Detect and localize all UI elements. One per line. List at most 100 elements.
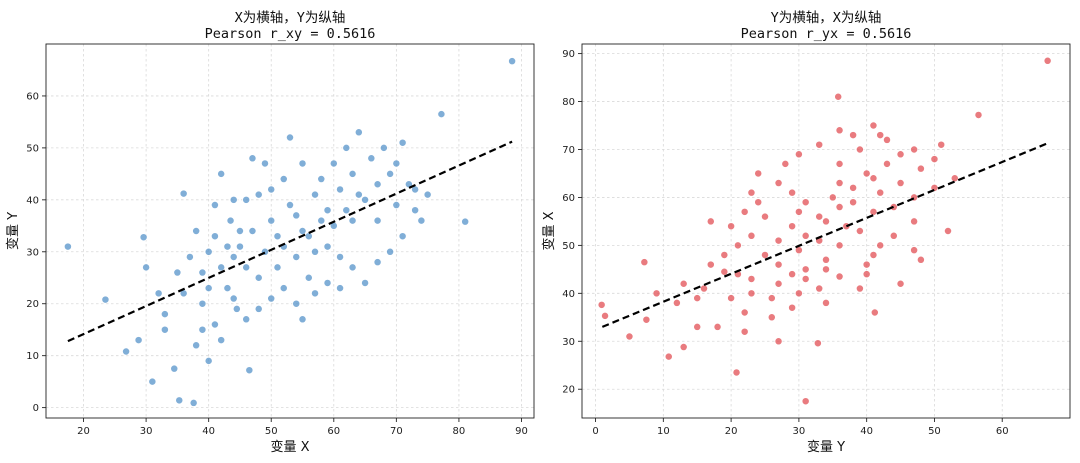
left-scatter-point — [323, 206, 332, 215]
left-x-tick-label: 90 — [515, 426, 528, 437]
right-scatter-point — [794, 150, 803, 159]
left-scatter-point — [229, 195, 238, 204]
left-scatter-point — [373, 180, 382, 189]
left-scatter-point — [229, 294, 238, 303]
right-fit — [601, 142, 1049, 328]
left-scatter-point — [185, 253, 194, 261]
right-scatter-point — [761, 212, 769, 221]
left-scatter-point — [367, 154, 376, 163]
left-scatter-point — [242, 195, 251, 204]
right-scatter-point — [937, 140, 946, 149]
right-scatter-point — [781, 159, 790, 168]
right-scatter-point — [664, 352, 673, 361]
left-scatter-point — [245, 366, 254, 375]
right-scatter-point — [713, 322, 722, 331]
left-scatter-point — [254, 273, 263, 282]
left-scatter-point — [508, 57, 517, 66]
left-scatter-point — [63, 242, 72, 251]
right-scatter-point — [672, 298, 681, 307]
left-scatter-point — [286, 133, 294, 142]
left-scatter-point — [279, 284, 288, 293]
left-scatter-point — [379, 143, 388, 152]
left-scatter-point — [254, 304, 263, 313]
left-x-axis-label: 变量 X — [270, 439, 309, 455]
right-scatter-point — [761, 251, 769, 259]
right-scatter-point — [876, 188, 885, 197]
right-scatter-point — [822, 265, 830, 274]
right-x-tick-label: 30 — [793, 426, 806, 437]
right-grid — [582, 44, 1070, 418]
left-scatter-point — [267, 294, 276, 303]
right-scatter-point — [774, 337, 783, 346]
right-scatter-point — [794, 289, 803, 298]
left-scatter-point — [311, 190, 319, 199]
left-scatter-point — [273, 263, 282, 272]
right-scatter-point — [870, 308, 879, 317]
left-scatter-point — [392, 159, 401, 168]
left-scatter-point — [292, 253, 301, 261]
right-scatter-point — [732, 368, 741, 377]
right-scatter-point — [794, 207, 803, 216]
right-scatter-point — [700, 284, 708, 293]
right-scatter-point — [835, 241, 844, 250]
right-scatter-point — [740, 327, 749, 336]
right-scatter-point — [944, 227, 952, 235]
right-scatter-point — [815, 140, 824, 149]
left-scatter-point — [254, 190, 263, 199]
right-scatter-point — [788, 270, 797, 279]
left-scatter-point — [317, 216, 326, 225]
left-scatter-point — [170, 364, 179, 373]
left-scatter-point — [323, 242, 332, 251]
left-scatter-point — [336, 185, 345, 194]
right-scatter-point — [740, 207, 749, 216]
left-chart-title: X为横轴，Y为纵轴 — [235, 10, 346, 26]
left-scatter-point — [279, 175, 288, 184]
left-scatter-point — [232, 304, 241, 313]
right-scatter-point — [896, 279, 905, 288]
right-scatter-point — [916, 255, 925, 264]
left-scatter-point — [101, 295, 110, 304]
right-scatter-point — [706, 217, 715, 226]
left-scatter-point — [204, 247, 213, 256]
left-scatter-point — [235, 242, 244, 251]
left-scatter-point — [373, 258, 382, 267]
right-scatter-point — [950, 174, 959, 183]
right-scatter-point — [883, 159, 891, 168]
left-scatter-point — [304, 273, 313, 282]
left-scatter-point — [292, 211, 301, 220]
right-scatter-point — [706, 260, 715, 269]
left-scatter-point — [210, 320, 219, 329]
left-scatter-point — [361, 278, 370, 287]
right-scatter-point — [693, 322, 702, 331]
left-x-tick-label: 70 — [390, 426, 403, 437]
right-x-tick-label: 50 — [928, 426, 941, 437]
right-x-tick-label: 20 — [725, 426, 738, 437]
left-scatter-point — [267, 216, 276, 225]
left-scatter-point — [292, 299, 301, 308]
left-scatter-point — [226, 216, 235, 225]
left-scatter-point — [204, 284, 213, 293]
left-ticks: 20 30 40 50 60 70 80 90 0 10 20 30 40 50 60 — [26, 91, 528, 437]
left-scatter-point — [122, 347, 131, 356]
left-x-tick-label: 60 — [327, 426, 340, 437]
right-scatter-point — [876, 241, 885, 250]
right-points — [597, 56, 1052, 406]
left-scatter-point — [148, 377, 157, 386]
left-scatter-point — [210, 232, 219, 241]
left-scatter-point — [192, 227, 201, 235]
right-scatter-point — [754, 198, 763, 207]
left-y-tick-label: 10 — [26, 351, 39, 362]
left-scatter-point — [386, 247, 395, 256]
left-scatter-point — [142, 263, 151, 272]
right-scatter-point — [835, 126, 844, 135]
left-scatter-point — [354, 190, 363, 199]
right-scatter-point — [733, 241, 742, 250]
right-scatter-point — [1043, 56, 1052, 65]
right-y-tick-label: 50 — [562, 241, 575, 252]
left-scatter-point — [217, 263, 226, 272]
right-scatter-point — [640, 258, 649, 267]
left-scatter-point — [411, 206, 420, 215]
right-scatter-point — [652, 289, 661, 298]
right-scatter-point — [720, 251, 729, 259]
